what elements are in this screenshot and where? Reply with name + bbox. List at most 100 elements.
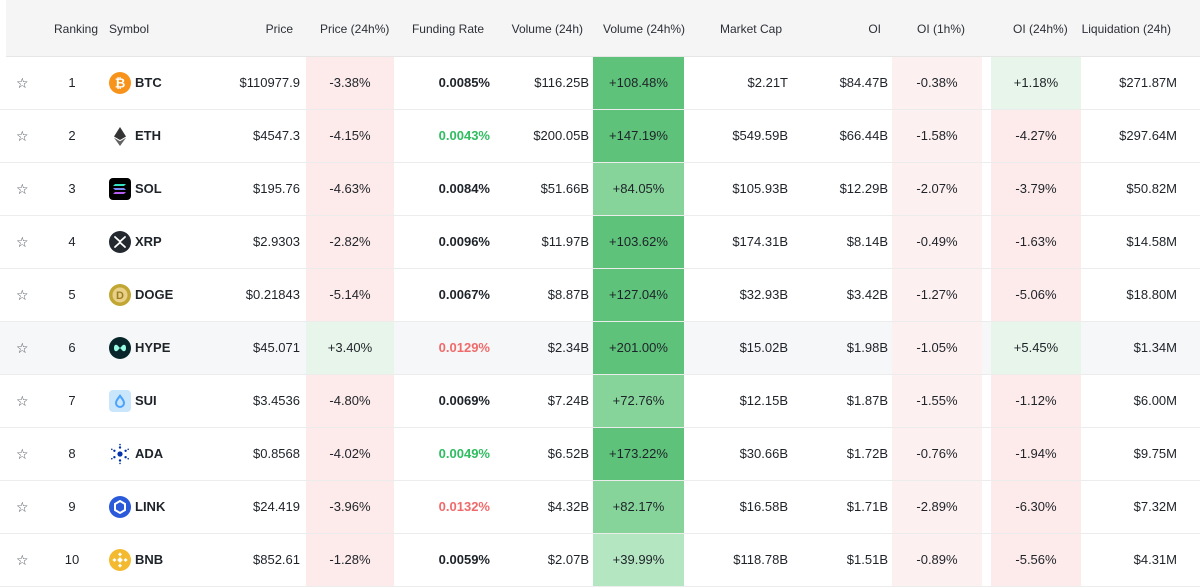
oi-change-1h-cell: -0.38% (892, 57, 982, 109)
favorite-star-icon[interactable]: ☆ (16, 340, 29, 356)
market-cap-cell: $105.93B (732, 181, 788, 196)
market-cap-cell: $118.78B (733, 552, 788, 567)
price-change-24h-cell: -4.02% (306, 428, 394, 480)
liquidation-24h-cell: $50.82M (1126, 181, 1177, 196)
symbol-cell[interactable]: LINK (135, 499, 166, 514)
oi-cell: $1.72B (846, 446, 888, 461)
favorite-star-icon[interactable]: ☆ (16, 75, 29, 91)
symbol-cell[interactable]: BTC (135, 75, 162, 90)
volume-change-24h-cell: +84.05% (593, 163, 684, 215)
volume-change-24h-cell: +147.19% (593, 110, 684, 162)
header-price-24h[interactable]: Price (24h%) (320, 22, 390, 36)
table-row[interactable]: ☆ 2 ETH $4547.3 -4.15% 0.0043% $200.05B +147.19… (0, 110, 1200, 163)
liquidation-24h-cell: $1.34M (1133, 340, 1177, 355)
header-oi[interactable]: OI (868, 22, 881, 36)
funding-rate-cell: 0.0067% (438, 287, 490, 302)
oi-change-1h-cell: -2.07% (892, 163, 982, 215)
symbol-cell[interactable]: XRP (135, 234, 162, 249)
rank-cell: 10 (64, 552, 80, 567)
symbol-cell[interactable]: DOGE (135, 287, 174, 302)
rank-cell: 1 (68, 75, 76, 90)
ada-icon (109, 443, 131, 465)
funding-rate-cell: 0.0132% (438, 499, 490, 514)
header-liquidation-24h[interactable]: Liquidation (24h) (1081, 22, 1171, 36)
symbol-cell[interactable]: ADA (135, 446, 164, 461)
volume-change-24h-cell: +127.04% (593, 269, 684, 321)
table-header: Ranking Symbol Price Price (24h%) Fundin… (6, 0, 1200, 57)
symbol-cell[interactable]: SOL (135, 181, 162, 196)
symbol-cell[interactable]: BNB (135, 552, 164, 567)
table-row[interactable]: ☆ 7 SUI $3.4536 -4.80% 0.0069% $7.24B +72.76% $1… (0, 375, 1200, 428)
svg-text:₿: ₿ (115, 76, 126, 91)
volume-24h-cell: $7.24B (547, 393, 589, 408)
oi-cell: $84.47B (839, 75, 888, 90)
rank-cell: 4 (68, 234, 76, 249)
volume-change-24h-cell: +82.17% (593, 481, 684, 533)
oi-change-24h-cell: -5.56% (991, 534, 1081, 586)
price-cell: $195.76 (253, 181, 300, 196)
funding-rate-cell: 0.0069% (438, 393, 490, 408)
hype-icon (109, 337, 131, 359)
table-row[interactable]: ☆ 1 ₿ BTC $110977.9 -3.38% 0.0085% $116.25B +108… (0, 57, 1200, 110)
header-volume-24h-pct[interactable]: Volume (24h%) (603, 22, 686, 36)
table-body: ☆ 1 ₿ BTC $110977.9 -3.38% 0.0085% $116.25B +108… (0, 57, 1200, 587)
header-price[interactable]: Price (265, 22, 293, 36)
table-row[interactable]: ☆ 8 ADA $0.8568 -4.02% 0.0049% $6.52B +173.22% $… (0, 428, 1200, 481)
btc-icon: ₿ (109, 72, 131, 94)
table-row[interactable]: ☆ 5 D DOGE $0.21843 -5.14% 0.0067% $8.87B +127.0… (0, 269, 1200, 322)
oi-change-24h-cell: -1.12% (991, 375, 1081, 427)
funding-rate-cell: 0.0085% (438, 75, 490, 90)
rank-cell: 6 (68, 340, 76, 355)
favorite-star-icon[interactable]: ☆ (16, 552, 29, 568)
volume-change-24h-cell: +108.48% (593, 57, 684, 109)
header-market-cap[interactable]: Market Cap (719, 22, 782, 36)
oi-change-1h-cell: -0.49% (892, 216, 982, 268)
volume-change-24h-cell: +173.22% (593, 428, 684, 480)
price-cell: $0.21843 (245, 287, 300, 302)
price-change-24h-cell: -3.96% (306, 481, 394, 533)
oi-cell: $8.14B (846, 234, 888, 249)
funding-rate-cell: 0.0129% (438, 340, 490, 355)
favorite-star-icon[interactable]: ☆ (16, 234, 29, 250)
header-funding-rate[interactable]: Funding Rate (411, 22, 484, 36)
volume-24h-cell: $116.25B (534, 75, 589, 90)
market-cap-cell: $30.66B (739, 446, 788, 461)
favorite-star-icon[interactable]: ☆ (16, 287, 29, 303)
oi-cell: $3.42B (846, 287, 888, 302)
table-row[interactable]: ☆ 10 BNB $852.61 -1.28% 0.0059% $2.07B +39.99% $… (0, 534, 1200, 587)
liquidation-24h-cell: $18.80M (1126, 287, 1177, 302)
table-row[interactable]: ☆ 4 XRP $2.9303 -2.82% 0.0096% $11.97B +103.62%… (0, 216, 1200, 269)
price-change-24h-cell: +3.40% (306, 322, 394, 374)
favorite-star-icon[interactable]: ☆ (16, 499, 29, 515)
volume-24h-cell: $2.07B (547, 552, 589, 567)
rank-cell: 7 (68, 393, 76, 408)
rank-cell: 5 (68, 287, 76, 302)
table-row[interactable]: ☆ 3 SOL $195.76 -4.63% 0.0084% $51.66B +84.05% $… (0, 163, 1200, 216)
price-cell: $24.419 (253, 499, 300, 514)
price-change-24h-cell: -3.38% (306, 57, 394, 109)
symbol-cell[interactable]: HYPE (135, 340, 171, 355)
market-cap-cell: $15.02B (739, 340, 788, 355)
favorite-star-icon[interactable]: ☆ (16, 181, 29, 197)
favorite-star-icon[interactable]: ☆ (16, 128, 29, 144)
symbol-cell[interactable]: ETH (135, 128, 161, 143)
table-row[interactable]: ☆ 9 LINK $24.419 -3.96% 0.0132% $4.32B +82.17% $… (0, 481, 1200, 534)
price-cell: $2.9303 (253, 234, 300, 249)
oi-cell: $1.87B (846, 393, 888, 408)
market-cap-cell: $32.93B (739, 287, 788, 302)
header-symbol[interactable]: Symbol (109, 22, 150, 36)
header-volume-24h[interactable]: Volume (24h) (511, 22, 583, 36)
symbol-cell[interactable]: SUI (135, 393, 157, 408)
volume-24h-cell: $4.32B (547, 499, 589, 514)
eth-icon (109, 125, 131, 147)
header-oi-24h[interactable]: OI (24h%) (1013, 22, 1068, 36)
favorite-star-icon[interactable]: ☆ (16, 393, 29, 409)
table-row[interactable]: ☆ 6 HYPE $45.071 +3.40% 0.0129% $2.34B +201.00%… (0, 322, 1200, 375)
header-ranking[interactable]: Ranking (54, 22, 99, 36)
price-change-24h-cell: -1.28% (306, 534, 394, 586)
rank-cell: 3 (68, 181, 76, 196)
volume-24h-cell: $2.34B (547, 340, 589, 355)
favorite-star-icon[interactable]: ☆ (16, 446, 29, 462)
volume-change-24h-cell: +39.99% (593, 534, 684, 586)
header-oi-1h[interactable]: OI (1h%) (917, 22, 966, 36)
